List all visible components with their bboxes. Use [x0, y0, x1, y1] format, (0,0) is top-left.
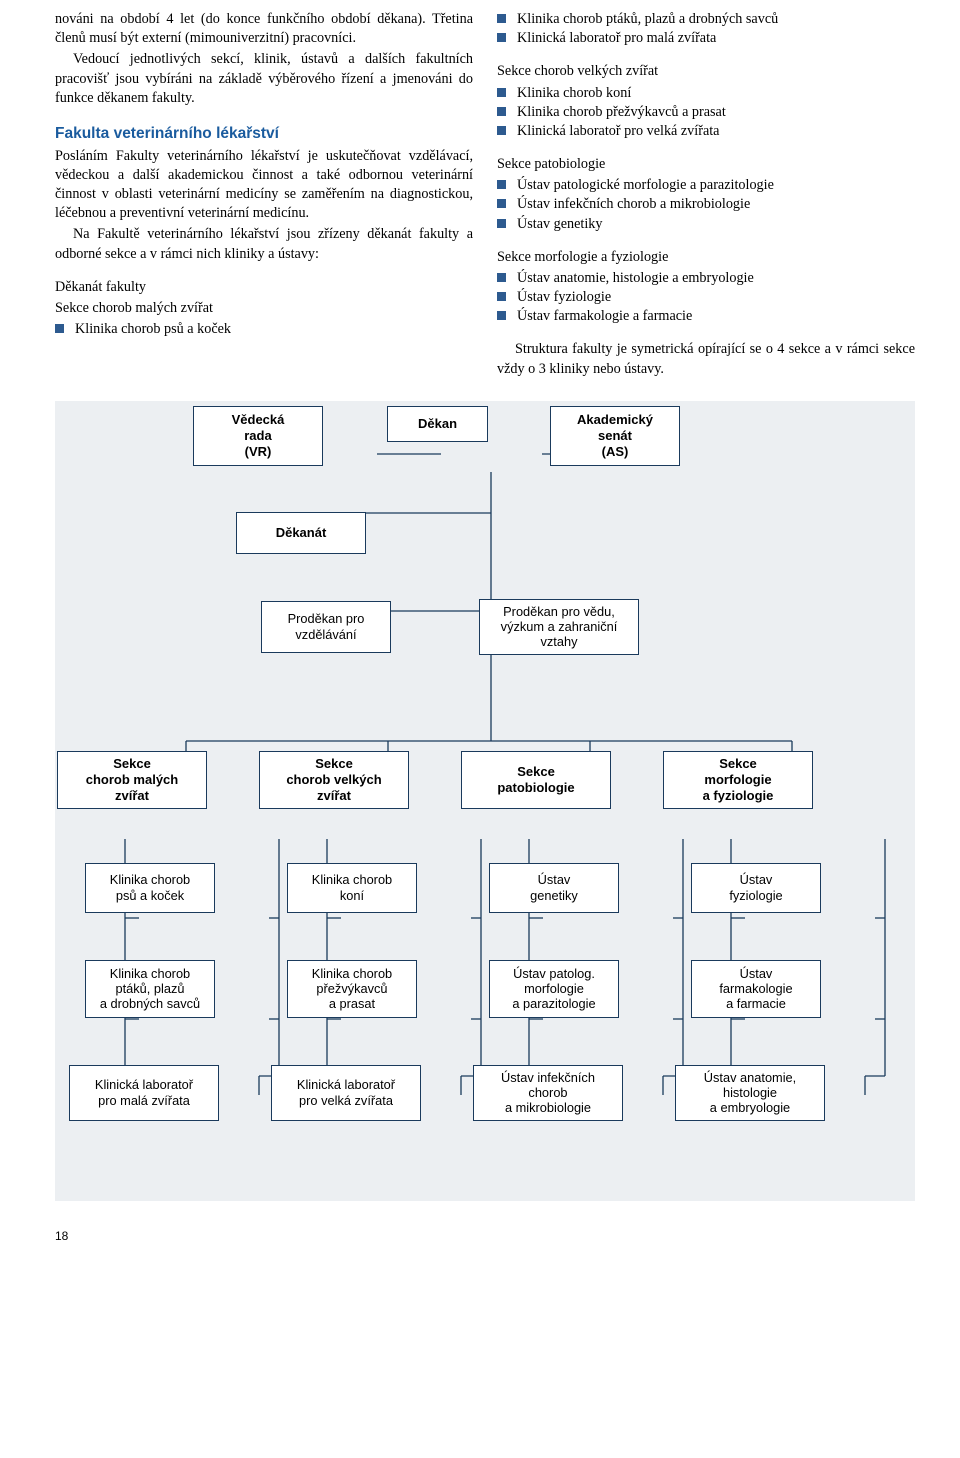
- bullet-item: Ústav fyziologie: [497, 288, 915, 307]
- bullet-item: Klinika chorob přežvýkavců a prasat: [497, 103, 915, 122]
- org-node-c41: Ústavfyziologie: [691, 863, 821, 913]
- org-node-c23: Klinická laboratořpro velká zvířata: [271, 1065, 421, 1121]
- bullet-list: Ústav patologické morfologie a parazitol…: [497, 176, 915, 234]
- org-node-c42: Ústavfarmakologiea farmacie: [691, 960, 821, 1018]
- org-node-pv: Proděkan provzdělávání: [261, 601, 391, 653]
- org-node-dekan: Děkan: [387, 406, 488, 442]
- bullet-list: Klinika chorob ptáků, plazů a drobných s…: [497, 10, 915, 48]
- org-node-s4: Sekcemorfologiea fyziologie: [663, 751, 813, 809]
- subhead: Sekce chorob malých zvířat: [55, 299, 473, 318]
- org-node-c33: Ústav infekčníchchoroba mikrobiologie: [473, 1065, 623, 1121]
- bullet-item: Klinika chorob ptáků, plazů a drobných s…: [497, 10, 915, 29]
- bullet-item: Klinika chorob psů a koček: [55, 320, 473, 339]
- para: Struktura fakulty je symetrická opírajíc…: [497, 340, 915, 378]
- org-node-dekanat: Děkanát: [236, 512, 366, 554]
- section-heading: Fakulta veterinárního lékařství: [55, 124, 473, 145]
- org-node-c11: Klinika chorobpsů a koček: [85, 863, 215, 913]
- para: Vedoucí jednotlivých sekcí, klinik, ústa…: [55, 50, 473, 108]
- bullet-item: Ústav farmakologie a farmacie: [497, 307, 915, 326]
- bullet-list: Klinika chorob koníKlinika chorob přežvý…: [497, 84, 915, 142]
- bullet-item: Ústav infekčních chorob a mikrobiologie: [497, 195, 915, 214]
- subhead: Sekce patobiologie: [497, 155, 915, 174]
- para: nováni na období 4 let (do konce funkční…: [55, 10, 473, 48]
- org-node-s2: Sekcechorob velkýchzvířat: [259, 751, 409, 809]
- org-node-pvv: Proděkan pro vědu,výzkum a zahraničnívzt…: [479, 599, 639, 655]
- bullet-item: Ústav anatomie, histologie a embryologie: [497, 269, 915, 288]
- bullet-list: Ústav anatomie, histologie a embryologie…: [497, 269, 915, 327]
- bullet-item: Klinická laboratoř pro malá zvířata: [497, 29, 915, 48]
- subhead: Děkanát fakulty: [55, 278, 473, 297]
- org-node-c31: Ústavgenetiky: [489, 863, 619, 913]
- org-node-s1: Sekcechorob malýchzvířat: [57, 751, 207, 809]
- org-node-c12: Klinika chorobptáků, plazůa drobných sav…: [85, 960, 215, 1018]
- org-node-c13: Klinická laboratořpro malá zvířata: [69, 1065, 219, 1121]
- org-node-c21: Klinika chorobkoní: [287, 863, 417, 913]
- bullet-item: Klinika chorob koní: [497, 84, 915, 103]
- org-node-as: Akademickýsenát(AS): [550, 406, 680, 466]
- org-node-c22: Klinika chorobpřežvýkavcůa prasat: [287, 960, 417, 1018]
- org-node-vr: Vědeckárada(VR): [193, 406, 323, 466]
- para: Na Fakultě veterinárního lékařství jsou …: [55, 225, 473, 263]
- left-column: nováni na období 4 let (do konce funkční…: [55, 10, 473, 381]
- bullet-item: Ústav patologické morfologie a parazitol…: [497, 176, 915, 195]
- org-node-c43: Ústav anatomie,histologiea embryologie: [675, 1065, 825, 1121]
- org-chart: Vědeckárada(VR) Děkan Akademickýsenát(AS) D…: [55, 401, 915, 1201]
- bullet-item: Ústav genetiky: [497, 215, 915, 234]
- bullet-list: Klinika chorob psů a koček: [55, 320, 473, 339]
- page-number: 18: [0, 1201, 960, 1255]
- org-node-c32: Ústav patolog.morfologiea parazitologie: [489, 960, 619, 1018]
- para: Posláním Fakulty veterinárního lékařství…: [55, 147, 473, 224]
- subhead: Sekce morfologie a fyziologie: [497, 248, 915, 267]
- subhead: Sekce chorob velkých zvířat: [497, 62, 915, 81]
- bullet-item: Klinická laboratoř pro velká zvířata: [497, 122, 915, 141]
- org-node-s3: Sekcepatobiologie: [461, 751, 611, 809]
- right-column: Klinika chorob ptáků, plazů a drobných s…: [497, 10, 915, 381]
